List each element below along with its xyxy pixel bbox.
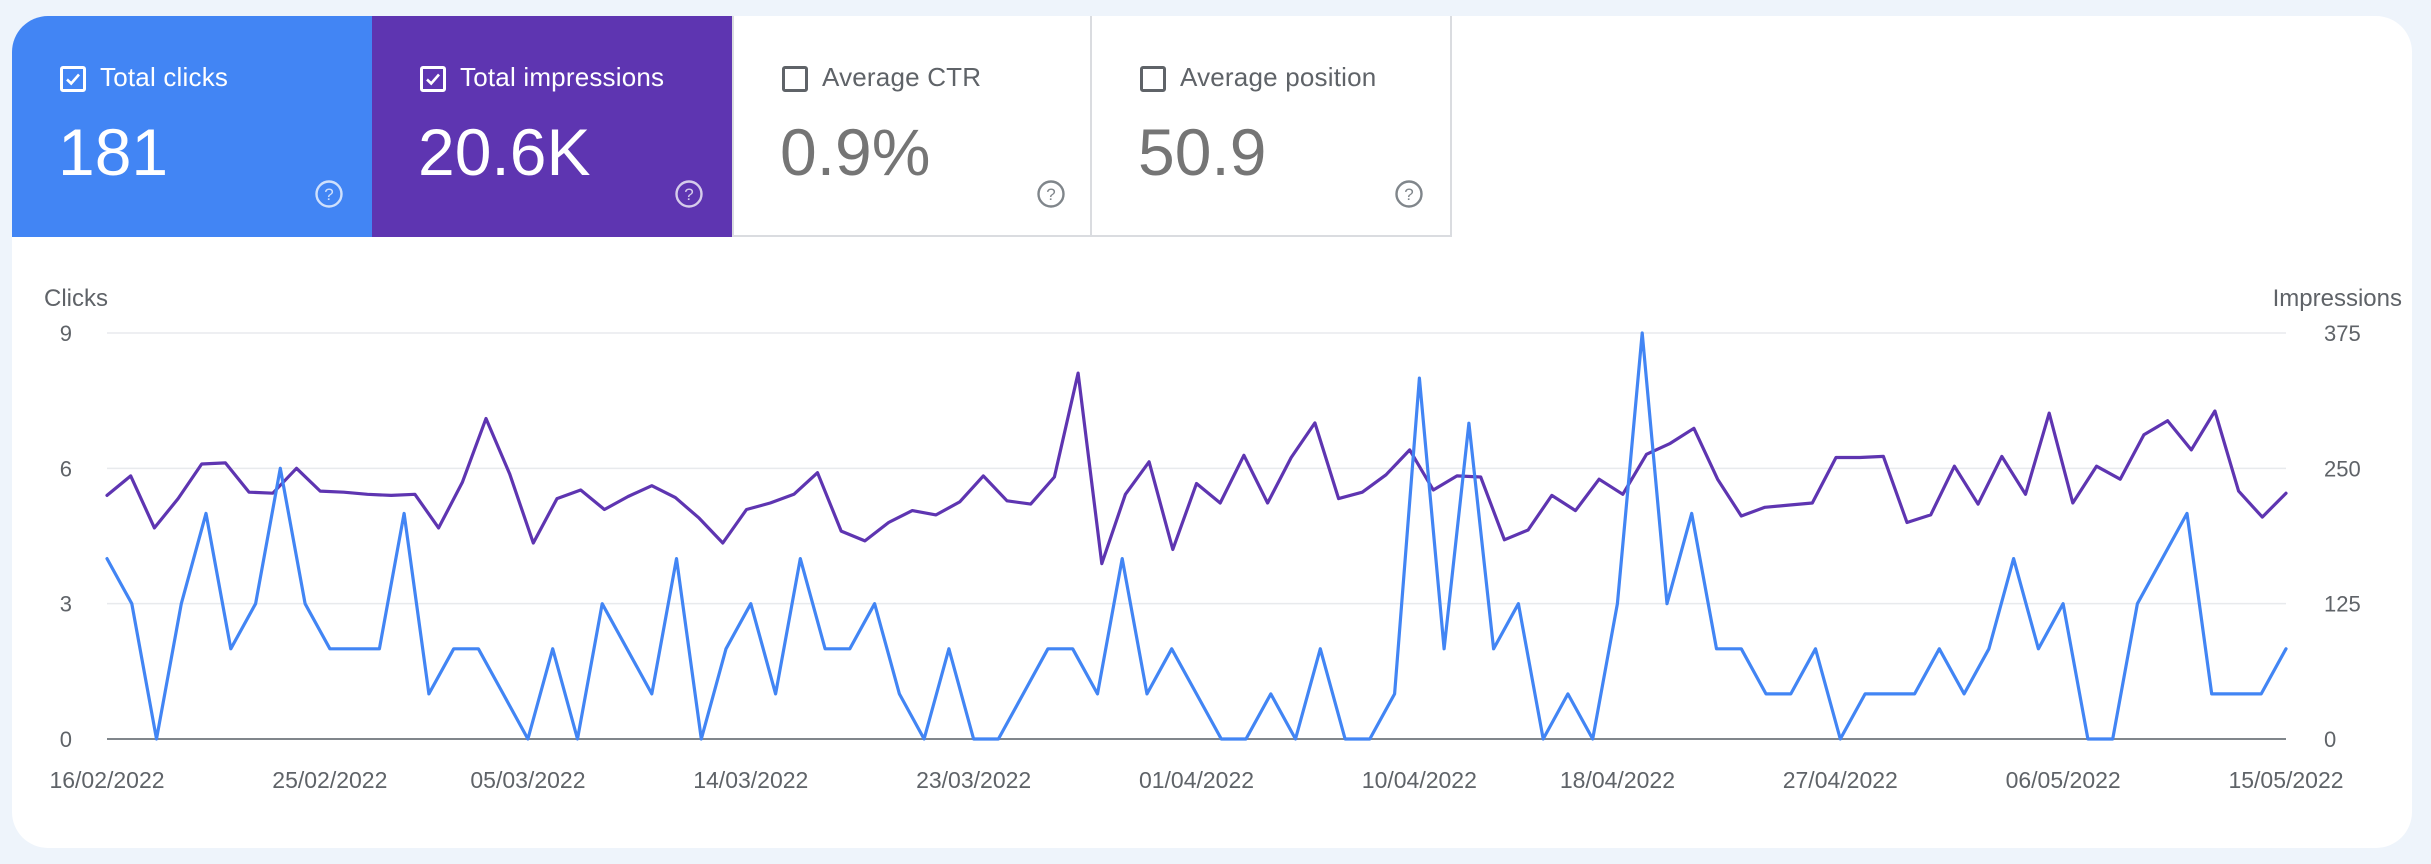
impressions-line [105, 371, 2288, 566]
x-tick-label: 10/04/2022 [1362, 767, 1477, 793]
checkbox-icon[interactable] [60, 66, 86, 92]
average-ctr-label: Average CTR [822, 62, 982, 92]
x-tick-label: 18/04/2022 [1560, 767, 1675, 793]
metric-tabs: Total clicks 181 ? Total impressions 20.… [12, 16, 1452, 237]
x-tick-label: 01/04/2022 [1139, 767, 1254, 793]
total-impressions-tab[interactable]: Total impressions 20.6K ? [372, 16, 732, 237]
y-left-tick-label: 6 [60, 456, 72, 481]
x-tick-label: 15/05/2022 [2228, 767, 2343, 793]
checkbox-icon[interactable] [420, 66, 446, 92]
x-tick-label: 23/03/2022 [916, 767, 1031, 793]
help-circle-icon[interactable]: ? [1394, 179, 1424, 209]
y-right-tick-label: 375 [2324, 321, 2361, 346]
svg-text:?: ? [1404, 185, 1413, 204]
x-tick-label: 05/03/2022 [470, 767, 585, 793]
help-circle-icon[interactable]: ? [1036, 179, 1066, 209]
help-circle-icon[interactable]: ? [674, 179, 704, 209]
left-axis-title: Clicks [44, 285, 108, 312]
total-impressions-label: Total impressions [460, 62, 665, 92]
right-axis-title: Impressions [2272, 285, 2402, 312]
average-position-label: Average position [1180, 62, 1377, 92]
y-right-tick-label: 0 [2324, 727, 2336, 752]
total-clicks-tab[interactable]: Total clicks 181 ? [12, 16, 372, 237]
y-right-tick-label: 250 [2324, 456, 2361, 481]
checkbox-icon[interactable] [782, 66, 808, 92]
svg-text:?: ? [1046, 185, 1055, 204]
clicks-line [105, 331, 2288, 741]
y-left-tick-label: 9 [60, 321, 72, 346]
x-tick-label: 25/02/2022 [272, 767, 387, 793]
y-right-tick-label: 125 [2324, 592, 2361, 617]
help-circle-icon[interactable]: ? [314, 179, 344, 209]
x-tick-label: 14/03/2022 [693, 767, 808, 793]
average-position-tab[interactable]: Average position 50.9 ? [1092, 16, 1452, 237]
svg-text:?: ? [684, 185, 693, 204]
average-position-value: 50.9 [1138, 115, 1267, 189]
total-clicks-label: Total clicks [100, 62, 229, 92]
checkbox-icon[interactable] [1140, 66, 1166, 92]
performance-card: Total clicks 181 ? Total impressions 20.… [12, 16, 2412, 848]
average-ctr-tab[interactable]: Average CTR 0.9% ? [732, 16, 1092, 237]
performance-chart: 0 3 6 9 0 125 250 375 16/02/2022 25/02/2022 05/03/… [49, 321, 2361, 793]
average-ctr-value: 0.9% [780, 115, 931, 189]
y-left-tick-label: 0 [60, 727, 72, 752]
x-tick-label: 06/05/2022 [2006, 767, 2121, 793]
total-clicks-value: 181 [58, 115, 169, 189]
total-impressions-value: 20.6K [418, 115, 591, 189]
x-tick-label: 27/04/2022 [1783, 767, 1898, 793]
y-left-tick-label: 3 [60, 592, 72, 617]
x-tick-label: 16/02/2022 [49, 767, 164, 793]
svg-text:?: ? [324, 185, 333, 204]
